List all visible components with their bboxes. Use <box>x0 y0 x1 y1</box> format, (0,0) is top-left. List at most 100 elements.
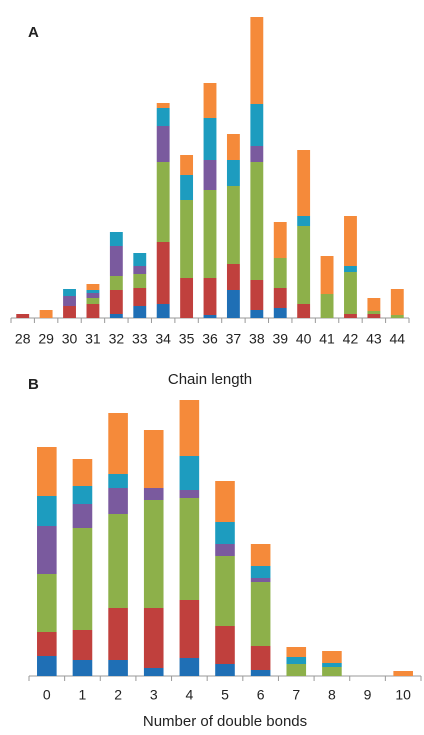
bar-segment <box>37 632 57 656</box>
x-tick-label: 5 <box>221 687 229 703</box>
bar-segment <box>180 200 194 278</box>
bar-segment <box>109 314 123 318</box>
bar-segment <box>180 278 194 318</box>
bar-segment <box>179 400 200 456</box>
bar-segment <box>108 474 128 488</box>
x-tick-label: 38 <box>249 331 265 347</box>
bar-segment <box>109 290 123 314</box>
x-tick-label: 34 <box>155 331 171 347</box>
panel-label: A <box>28 24 39 41</box>
bar-segment <box>143 668 164 676</box>
bar-segment <box>37 447 57 496</box>
bar-segment <box>344 216 357 266</box>
bar-segment <box>322 651 342 663</box>
x-tick-label: 32 <box>109 331 125 347</box>
x-tick-label: 4 <box>185 687 193 703</box>
bar-segment <box>63 306 76 318</box>
bar-segment <box>179 456 200 490</box>
x-tick-label: 40 <box>296 331 312 347</box>
bar-segment <box>250 146 264 162</box>
bar-segment <box>344 266 357 272</box>
bar-segment <box>133 253 147 266</box>
bar-segment <box>215 556 235 626</box>
bar-segment <box>250 280 264 310</box>
x-tick-label: 6 <box>257 687 265 703</box>
bar-segment <box>250 566 271 578</box>
bar-segment <box>156 103 170 108</box>
bar-segment <box>226 264 240 290</box>
bar-segment <box>393 671 413 676</box>
bar-segment <box>250 310 264 318</box>
bar-segment <box>133 266 147 274</box>
bar-segment <box>250 17 264 104</box>
bar-segment <box>156 304 170 318</box>
bar-segment <box>39 310 53 318</box>
bar-segment <box>322 667 342 676</box>
bar-segment <box>297 150 311 216</box>
bar-segment <box>133 288 147 306</box>
bar-segment <box>297 226 311 304</box>
bar-segment <box>86 293 100 298</box>
x-tick-label: 42 <box>343 331 359 347</box>
bar-segment <box>108 488 128 514</box>
x-tick-label: 36 <box>202 331 218 347</box>
x-tick-label: 43 <box>366 331 382 347</box>
bar-segment <box>37 496 57 526</box>
bar-segment <box>390 315 404 318</box>
x-tick-label: 1 <box>79 687 87 703</box>
bar-segment <box>226 186 240 264</box>
bar-segment <box>344 314 357 318</box>
x-tick-label: 41 <box>319 331 335 347</box>
bar-segment <box>215 522 235 544</box>
bar-segment <box>367 311 381 314</box>
bar-segment <box>156 162 170 242</box>
bar-segment <box>143 608 164 668</box>
bar-segment <box>143 488 164 500</box>
bar-segment <box>215 544 235 556</box>
x-tick-label: 9 <box>364 687 372 703</box>
bar-segment <box>37 526 57 574</box>
x-tick-label: 39 <box>272 331 288 347</box>
bar-segment <box>320 294 334 318</box>
bar-segment <box>72 630 93 660</box>
x-tick-label: 28 <box>15 331 31 347</box>
bar-segment <box>143 500 164 608</box>
bar-segment <box>203 278 217 315</box>
bar-segment <box>286 657 307 664</box>
bar-segment <box>72 486 93 504</box>
bar-segment <box>179 658 200 676</box>
bar-segment <box>273 288 287 308</box>
bar-segment <box>286 647 307 657</box>
bar-segment <box>63 289 76 296</box>
bar-segment <box>156 108 170 126</box>
bar-segment <box>86 304 100 318</box>
bar-segment <box>215 664 235 676</box>
bar-segment <box>203 315 217 318</box>
bar-segment <box>133 274 147 288</box>
bar-segment <box>273 222 287 258</box>
x-tick-label: 44 <box>390 331 406 347</box>
bar-segment <box>367 314 381 318</box>
bar-segment <box>297 304 311 318</box>
bar-segment <box>16 314 30 318</box>
bar-segment <box>250 582 271 646</box>
x-tick-label: 8 <box>328 687 336 703</box>
x-tick-label: 3 <box>150 687 158 703</box>
bar-segment <box>250 544 271 566</box>
x-tick-label: 7 <box>292 687 300 703</box>
bar-segment <box>108 608 128 660</box>
bar-segment <box>72 504 93 528</box>
bar-segment <box>143 430 164 488</box>
bar-segment <box>226 160 240 186</box>
bar-segment <box>109 276 123 290</box>
bar-segment <box>250 578 271 582</box>
bar-segment <box>108 660 128 676</box>
bar-segment <box>367 298 381 311</box>
bar-segment <box>250 104 264 146</box>
bar-segment <box>203 83 217 118</box>
bar-segment <box>109 232 123 246</box>
bar-segment <box>109 246 123 276</box>
bar-segment <box>215 626 235 664</box>
